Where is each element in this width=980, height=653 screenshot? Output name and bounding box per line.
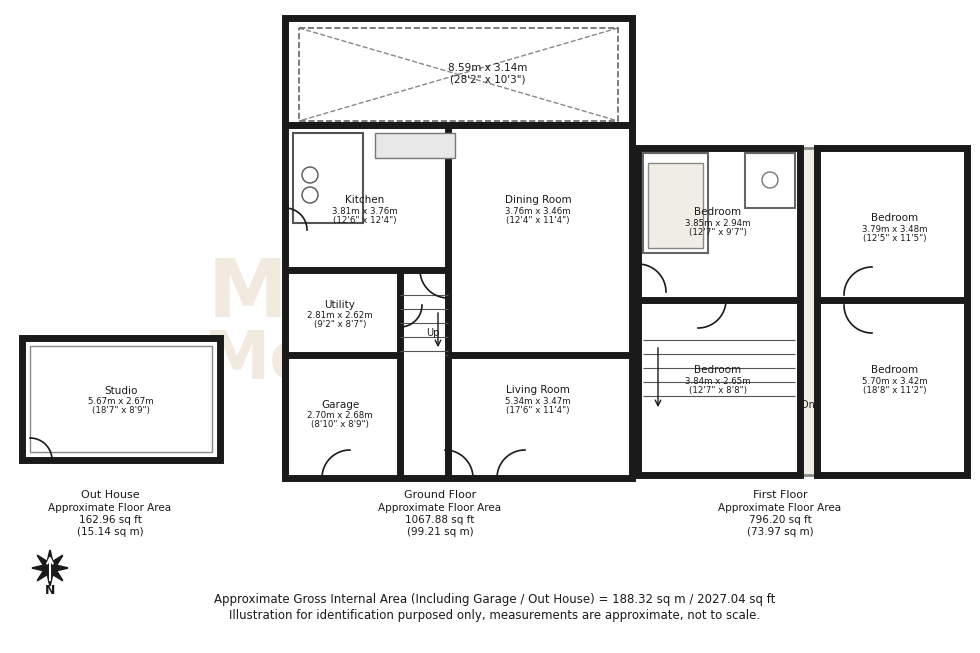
Text: Trusted since 1947: Trusted since 1947 [318, 403, 542, 427]
Text: (15.14 sq m): (15.14 sq m) [76, 527, 143, 537]
Text: Bedroom: Bedroom [695, 207, 742, 217]
Bar [453, 130, 627, 350]
Bar [293, 133, 363, 223]
Text: Approximate Floor Area: Approximate Floor Area [718, 503, 842, 513]
Text: (28'2" x 10'3"): (28'2" x 10'3") [450, 75, 525, 85]
Bar [822, 305, 962, 470]
Text: 796.20 sq ft: 796.20 sq ft [749, 515, 811, 525]
Text: 3.85m x 2.94m: 3.85m x 2.94m [685, 219, 751, 227]
Polygon shape [32, 550, 68, 586]
Text: 3.84m x 2.65m: 3.84m x 2.65m [685, 377, 751, 385]
Text: 3.76m x 3.46m: 3.76m x 3.46m [505, 206, 570, 215]
Text: Approximate Floor Area: Approximate Floor Area [48, 503, 172, 513]
Text: Up: Up [426, 328, 440, 338]
Text: Approximate Floor Area: Approximate Floor Area [378, 503, 502, 513]
Bar [285, 18, 632, 125]
Text: Approximate Gross Internal Area (Including Garage / Out House) = 188.32 sq m / 2: Approximate Gross Internal Area (Includi… [215, 594, 776, 607]
Text: (12'7" x 9'7"): (12'7" x 9'7") [689, 227, 747, 236]
Text: (9'2" x 8'7"): (9'2" x 8'7") [314, 321, 367, 330]
Text: Bedroom: Bedroom [871, 213, 918, 223]
Text: (73.97 sq m): (73.97 sq m) [747, 527, 813, 537]
Bar [648, 163, 703, 248]
Text: Utility: Utility [324, 300, 356, 310]
Text: Studio: Studio [104, 386, 137, 396]
Bar [817, 148, 967, 475]
Bar [30, 346, 212, 452]
Text: 1067.88 sq ft: 1067.88 sq ft [406, 515, 474, 525]
Bar [800, 148, 817, 475]
Text: (8'10" x 8'9"): (8'10" x 8'9") [311, 421, 368, 430]
Text: (18'8" x 11'2"): (18'8" x 11'2") [863, 385, 927, 394]
Bar [290, 275, 395, 350]
Bar [745, 153, 795, 208]
Text: Dn: Dn [801, 400, 815, 410]
Bar [822, 153, 962, 295]
Text: Illustration for identification purposed only, measurements are approximate, not: Illustration for identification purposed… [229, 609, 760, 622]
Bar [22, 338, 220, 460]
Text: Ground Floor: Ground Floor [404, 490, 476, 500]
Bar [453, 360, 627, 473]
Bar [299, 28, 618, 121]
Text: (12'7" x 8'8"): (12'7" x 8'8") [689, 385, 747, 394]
Text: MANSELL: MANSELL [208, 256, 632, 334]
Text: N: N [45, 584, 55, 597]
Bar [290, 360, 395, 473]
Text: 5.34m x 3.47m: 5.34m x 3.47m [505, 396, 570, 406]
Text: First Floor: First Floor [753, 490, 808, 500]
Text: (99.21 sq m): (99.21 sq m) [407, 527, 473, 537]
Text: 2.81m x 2.62m: 2.81m x 2.62m [307, 311, 372, 321]
Text: 8.59m x 3.14m: 8.59m x 3.14m [448, 63, 527, 73]
Text: 162.96 sq ft: 162.96 sq ft [78, 515, 141, 525]
Text: Bedroom: Bedroom [695, 365, 742, 375]
Text: (12'4" x 11'4"): (12'4" x 11'4") [507, 215, 569, 225]
Text: Living Room: Living Room [506, 385, 570, 395]
Text: Garage: Garage [320, 400, 359, 410]
Text: (12'6" x 12'4"): (12'6" x 12'4") [333, 215, 397, 225]
Bar [643, 305, 795, 470]
Bar [290, 130, 443, 265]
Text: Kitchen: Kitchen [345, 195, 384, 205]
Bar [643, 153, 795, 295]
Bar [375, 133, 455, 158]
Text: 2.70m x 2.68m: 2.70m x 2.68m [307, 411, 372, 421]
Bar [643, 153, 708, 253]
Text: 5.67m x 2.67m: 5.67m x 2.67m [88, 398, 154, 407]
Text: Dining Room: Dining Room [505, 195, 571, 205]
Text: (17'6" x 11'4"): (17'6" x 11'4") [507, 406, 569, 415]
Text: 5.70m x 3.42m: 5.70m x 3.42m [862, 377, 928, 385]
Bar [285, 125, 632, 478]
Text: (18'7" x 8'9"): (18'7" x 8'9") [92, 407, 150, 415]
Text: McTAGGART: McTAGGART [204, 327, 657, 393]
Text: Out House: Out House [80, 490, 139, 500]
Bar [638, 148, 800, 475]
Text: Bedroom: Bedroom [871, 365, 918, 375]
Text: 3.81m x 3.76m: 3.81m x 3.76m [332, 206, 398, 215]
Text: (12'5" x 11'5"): (12'5" x 11'5") [863, 234, 927, 242]
Text: 3.79m x 3.48m: 3.79m x 3.48m [862, 225, 928, 234]
